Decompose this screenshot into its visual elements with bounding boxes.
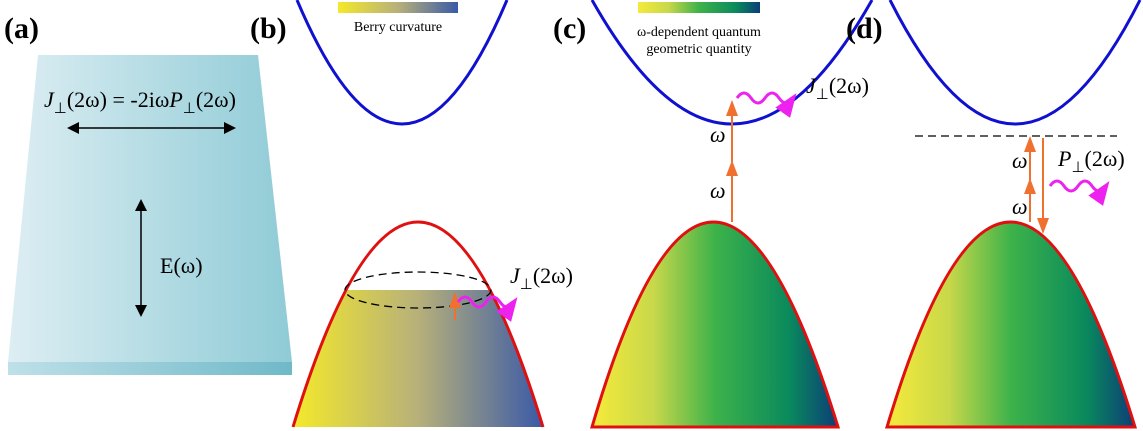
colorbar-label: geometric quantity: [646, 42, 751, 57]
photon-label: ω: [710, 178, 726, 203]
colorbar-label: Berry curvature: [354, 20, 442, 35]
polarization-label: P⊥(2ω): [1057, 146, 1125, 176]
panel-label: (c): [553, 12, 586, 45]
emission: [1048, 179, 1110, 206]
emission: [456, 295, 518, 322]
subscript: ⊥: [1071, 160, 1084, 176]
colorbar: [638, 2, 760, 13]
subscript: ⊥: [54, 101, 67, 117]
symbol: P: [1057, 146, 1071, 171]
valence-band: [291, 220, 545, 428]
panel-label: (a): [4, 12, 39, 45]
current-label: J⊥(2ω): [806, 73, 869, 103]
symbol: J: [510, 263, 521, 288]
symbol: J: [44, 87, 55, 112]
panel-label: (d): [846, 12, 883, 45]
panel-label: (b): [250, 12, 287, 45]
fermi-sea: [293, 290, 543, 427]
photon-label: ω: [1012, 148, 1028, 173]
emission: [735, 91, 797, 118]
text: (2ω): [1085, 146, 1125, 171]
photon-label: ω: [710, 122, 726, 147]
text: (2ω): [533, 263, 573, 288]
field-label: E(ω): [160, 253, 203, 278]
colorbar: [338, 2, 458, 13]
crystal-edge: [8, 362, 292, 375]
subscript: ⊥: [520, 277, 533, 293]
conduction-band: [888, 0, 1142, 126]
symbol: P: [168, 87, 182, 112]
equation: J⊥(2ω) = -2iωP⊥(2ω): [44, 87, 236, 117]
valence-band: [884, 220, 1138, 429]
text: (2ω) = -2iω: [67, 87, 169, 112]
text: (2ω): [829, 73, 869, 98]
current-label: J⊥(2ω): [510, 263, 573, 293]
subscript: ⊥: [183, 101, 196, 117]
text: (2ω): [196, 87, 236, 112]
fermi-surface: [344, 271, 492, 309]
conduction-band: [295, 0, 509, 126]
symbol: J: [806, 73, 817, 98]
valence-band: [589, 220, 841, 429]
photon-label: ω: [1012, 194, 1028, 219]
subscript: ⊥: [816, 87, 829, 103]
colorbar-label: ω-dependent quantum: [637, 25, 761, 40]
